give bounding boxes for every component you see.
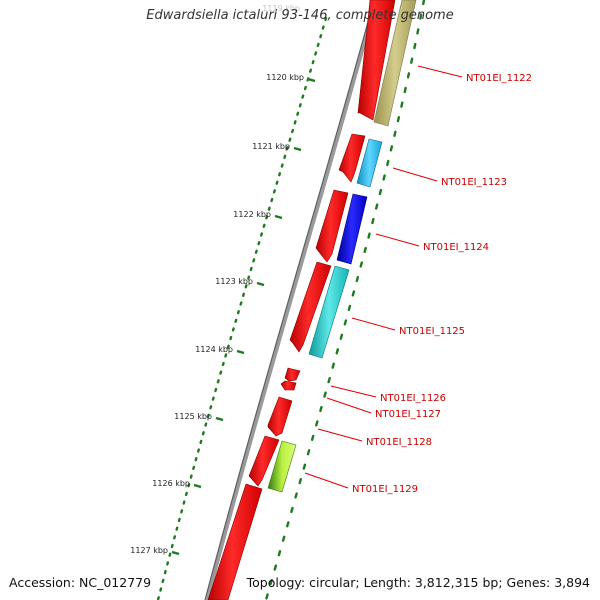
scale-ticks [171, 77, 316, 556]
topology-text: Topology: circular; Length: 3,812,315 bp… [246, 575, 590, 590]
gene-label: NT01EI_1129 [352, 484, 418, 495]
scale-label: 1124 kbp [195, 345, 233, 354]
scale-tick [215, 416, 224, 422]
gene-label-line [417, 65, 463, 78]
scale-tick [236, 349, 245, 355]
forward-cds-arrow [267, 396, 293, 437]
scale-tick [256, 281, 265, 287]
gene-nt01ei-1129-block [267, 440, 297, 493]
gene-nt01ei-1125-block [308, 265, 350, 359]
scale-tick [293, 146, 302, 152]
genome-backbone [205, 0, 378, 600]
scale-label: 1121 kbp [252, 142, 290, 151]
gene-label-line [375, 233, 420, 247]
forward-strand-genes [207, 0, 396, 600]
gene-label: NT01EI_1124 [423, 242, 489, 253]
gene-label-line [304, 472, 349, 489]
gene-label: NT01EI_1127 [375, 409, 441, 420]
gene-label-line [392, 167, 438, 182]
forward-cds-arrow [338, 133, 366, 183]
accession-text: Accession: NC_012779 [9, 575, 152, 590]
gene-label: NT01EI_1125 [399, 326, 465, 337]
gene-label: NT01EI_1126 [380, 393, 446, 404]
inner-gc-track [264, 0, 426, 600]
scale-label: 1126 kbp [152, 479, 190, 488]
forward-cds-arrow [284, 367, 301, 382]
scale-tick [171, 550, 180, 556]
forward-cds-arrow [280, 380, 297, 391]
gene-label-line [351, 317, 396, 331]
gene-nt01ei-1122-block [373, 0, 417, 127]
scale-tick [274, 214, 283, 220]
gene-label: NT01EI_1122 [466, 73, 532, 84]
forward-cds-arrow [357, 0, 396, 121]
gene-label-line [317, 428, 363, 442]
reverse-strand-genes [267, 0, 417, 493]
scale-label: 1125 kbp [174, 412, 212, 421]
forward-cds-arrow [315, 189, 349, 263]
gene-nt01ei-1123-block [356, 138, 383, 188]
forward-cds-arrow [289, 261, 332, 353]
gene-labels: NT01EI_1122 NT01EI_1123 NT01EI_1124 NT01EI_… [352, 73, 532, 495]
genome-backbone-highlight [204, 0, 375, 600]
scale-label: 1120 kbp [266, 73, 304, 82]
gene-label: NT01EI_1123 [441, 177, 507, 188]
gene-nt01ei-1124-block [336, 193, 368, 265]
gene-label-line [326, 397, 372, 414]
scale-label: 1127 kbp [130, 546, 168, 555]
forward-cds-arrow [207, 483, 263, 600]
scale-labels: 1119 kbp 1120 kbp 1121 kbp 1122 kbp 1123 kbp… [130, 4, 304, 555]
gene-label: NT01EI_1128 [366, 437, 432, 448]
scale-label: 1119 kbp [262, 4, 300, 13]
gene-label-line [330, 385, 377, 398]
scale-label: 1122 kbp [233, 210, 271, 219]
gene-label-lines [304, 65, 463, 489]
scale-tick [193, 483, 202, 489]
scale-dotted-track [156, 16, 328, 600]
scale-label: 1123 kbp [215, 277, 253, 286]
genome-title: Edwardsiella ictaluri 93-146, complete g… [146, 8, 454, 23]
scale-tick [307, 77, 316, 83]
forward-cds-arrow [248, 435, 280, 487]
